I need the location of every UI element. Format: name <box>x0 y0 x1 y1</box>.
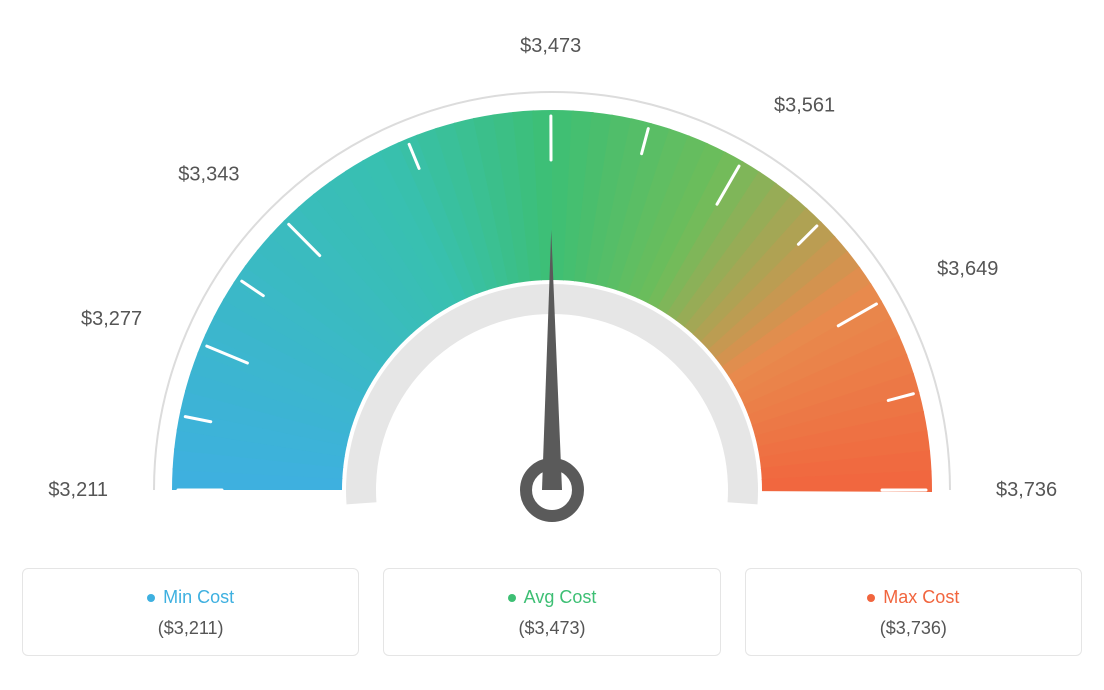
legend-dot-min <box>147 594 155 602</box>
legend-title-max: Max Cost <box>867 587 959 608</box>
gauge-tick-label: $3,649 <box>937 258 998 280</box>
legend-dot-max <box>867 594 875 602</box>
legend-value-max: ($3,736) <box>766 618 1061 639</box>
legend-label-min: Min Cost <box>163 587 234 608</box>
legend-row: Min Cost ($3,211) Avg Cost ($3,473) Max … <box>22 568 1082 656</box>
legend-label-avg: Avg Cost <box>524 587 597 608</box>
cost-gauge-chart: $3,211 $3,277 $3,343 $3,473 $3,561 $3,649 $3,7… <box>22 20 1082 656</box>
gauge-svg: $3,211 $3,277 $3,343 $3,473 $3,561 $3,649 $3,7… <box>22 20 1082 540</box>
gauge-tick-label: $3,561 <box>774 94 835 116</box>
gauge-tick-label: $3,473 <box>520 35 581 57</box>
legend-title-avg: Avg Cost <box>508 587 597 608</box>
legend-value-min: ($3,211) <box>43 618 338 639</box>
gauge-tick-label: $3,343 <box>178 164 239 186</box>
gauge-tick-label: $3,277 <box>81 308 142 330</box>
legend-value-avg: ($3,473) <box>404 618 699 639</box>
gauge-tick-label: $3,736 <box>996 479 1057 501</box>
legend-card-max: Max Cost ($3,736) <box>745 568 1082 656</box>
legend-card-min: Min Cost ($3,211) <box>22 568 359 656</box>
legend-title-min: Min Cost <box>147 587 234 608</box>
gauge-tick-label: $3,211 <box>48 479 108 501</box>
legend-dot-avg <box>508 594 516 602</box>
legend-card-avg: Avg Cost ($3,473) <box>383 568 720 656</box>
legend-label-max: Max Cost <box>883 587 959 608</box>
